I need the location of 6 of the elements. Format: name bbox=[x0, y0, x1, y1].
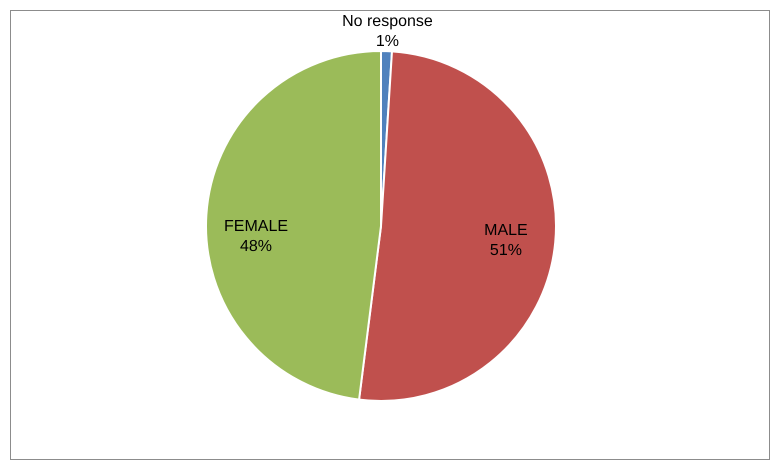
slice-label: No response bbox=[342, 13, 433, 30]
data-label: 48% bbox=[240, 238, 272, 255]
slice-label: MALE bbox=[484, 222, 528, 239]
data-label: 51% bbox=[490, 242, 522, 259]
data-label: 1% bbox=[376, 33, 399, 50]
slice-label: FEMALE bbox=[224, 218, 288, 235]
